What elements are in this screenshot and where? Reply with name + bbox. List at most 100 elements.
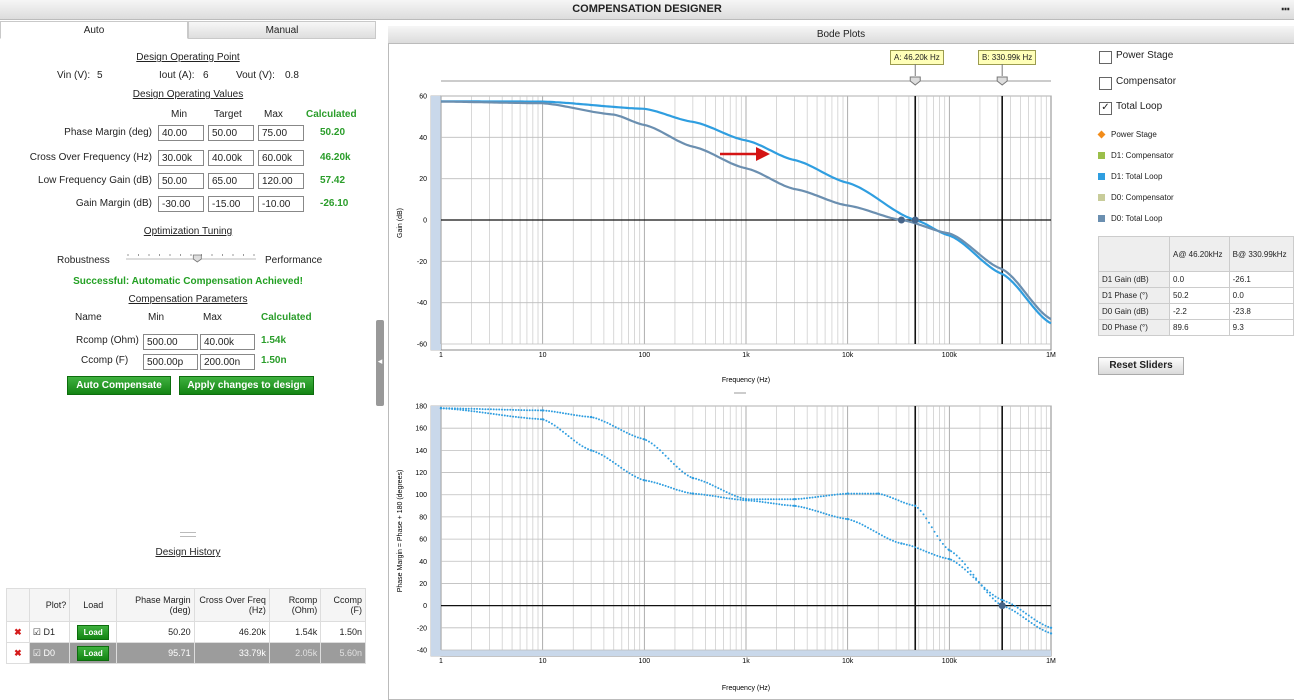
tab-manual[interactable]: Manual: [188, 21, 376, 39]
series-point: [576, 442, 578, 444]
compensator-checkbox[interactable]: [1099, 77, 1112, 90]
y-tick-label: 120: [415, 470, 427, 477]
ccomp-max-input[interactable]: 200.00n: [200, 354, 255, 370]
series-point: [570, 437, 572, 439]
series-point: [986, 589, 988, 591]
marker-handles[interactable]: [910, 64, 1007, 85]
history-col-rcomp: Rcomp (Ohm): [269, 589, 320, 622]
apply-changes-button[interactable]: Apply changes to design: [179, 376, 314, 395]
y-tick-label: -40: [417, 648, 427, 655]
marker-handle[interactable]: [910, 77, 920, 85]
series-point: [762, 501, 764, 503]
history-resize-handle[interactable]: [180, 532, 196, 537]
pm-max-input[interactable]: 75.00: [258, 125, 304, 141]
series-point: [532, 409, 534, 411]
series-point: [1017, 607, 1019, 609]
series-point: [618, 428, 620, 430]
data-point: [793, 498, 795, 500]
load-button[interactable]: Load: [77, 646, 109, 661]
legend-d1-total-loop: D1: Total Loop: [1098, 172, 1162, 181]
gain-y-scrollbar[interactable]: [431, 96, 441, 350]
marker-b-value: -26.1: [1229, 272, 1293, 288]
series-point: [1014, 611, 1016, 613]
lfg-max-input[interactable]: 120.00: [258, 173, 304, 189]
series-point: [573, 414, 575, 416]
gm-max-input[interactable]: -10.00: [258, 196, 304, 212]
series-point: [873, 530, 875, 532]
series-point: [476, 411, 478, 413]
data-point: [643, 438, 645, 440]
reset-sliders-button[interactable]: Reset Sliders: [1098, 357, 1184, 375]
series-point: [540, 418, 542, 420]
series-point: [448, 408, 450, 410]
series-point: [701, 493, 703, 495]
series-point: [554, 411, 556, 413]
series-point: [931, 526, 933, 528]
series-point: [454, 408, 456, 410]
phase-x-scrollbar[interactable]: [431, 650, 1051, 656]
series-point: [953, 560, 955, 562]
window-icon[interactable]: ⵈ: [1281, 0, 1290, 19]
ccomp-min-input[interactable]: 500.00p: [143, 354, 198, 370]
series-point: [598, 453, 600, 455]
ccomp-calculated: 1.50n: [261, 355, 287, 366]
series-point: [873, 493, 875, 495]
fc-min-input[interactable]: 30.00k: [158, 150, 204, 166]
gm-min-input[interactable]: -30.00: [158, 196, 204, 212]
series-point: [956, 555, 958, 557]
series-point: [992, 597, 994, 599]
history-col-pm: Phase Margin (deg): [117, 589, 194, 622]
marker-handle[interactable]: [997, 77, 1007, 85]
lfg-min-input[interactable]: 50.00: [158, 173, 204, 189]
pm-min-input[interactable]: 40.00: [158, 125, 204, 141]
series-point: [695, 478, 697, 480]
series-point: [1020, 614, 1022, 616]
legend-power-stage: Power Stage: [1098, 130, 1157, 139]
series-point: [723, 490, 725, 492]
pm-target-input[interactable]: 50.00: [208, 125, 254, 141]
series-point: [451, 408, 453, 410]
series-point: [507, 409, 509, 411]
plot-checkbox-icon[interactable]: ☑: [33, 627, 41, 637]
left-panel: Auto Manual Design Operating Point Vin (…: [0, 21, 376, 698]
fc-target-input[interactable]: 40.00k: [208, 150, 254, 166]
series-point: [631, 434, 633, 436]
fc-max-input[interactable]: 60.00k: [258, 150, 304, 166]
series-point: [695, 493, 697, 495]
operating-point-heading: Design Operating Point: [0, 52, 376, 63]
slider-thumb[interactable]: [193, 255, 201, 262]
series-point: [548, 410, 550, 412]
series-point: [712, 495, 714, 497]
series-point: [581, 415, 583, 417]
series-point: [482, 408, 484, 410]
table-row[interactable]: ✖ ☑ D1 Load 50.20 46.20k 1.54k 1.50n: [7, 622, 366, 643]
series-point: [518, 409, 520, 411]
delete-icon[interactable]: ✖: [14, 648, 22, 658]
collapse-arrow-icon[interactable]: ◂: [376, 356, 384, 368]
gm-target-input[interactable]: -15.00: [208, 196, 254, 212]
square-icon: [1098, 173, 1105, 180]
load-button[interactable]: Load: [77, 625, 109, 640]
series-point: [559, 429, 561, 431]
y-tick-label: 180: [415, 404, 427, 411]
pm-label: Phase Margin (deg): [0, 127, 152, 138]
tuning-slider[interactable]: [126, 247, 256, 267]
tab-auto[interactable]: Auto: [0, 21, 188, 39]
table-row[interactable]: ✖ ☑ D0 Load 95.71 33.79k 2.05k 5.60n: [7, 643, 366, 664]
series-point: [814, 510, 816, 512]
series-point: [881, 534, 883, 536]
rcomp-max-input[interactable]: 40.00k: [200, 334, 255, 350]
rcomp-min-input[interactable]: 500.00: [143, 334, 198, 350]
plot-resize-handle[interactable]: [734, 392, 746, 394]
power-stage-checkbox[interactable]: [1099, 51, 1112, 64]
col-max: Max: [264, 109, 283, 120]
plot-checkbox-icon[interactable]: ☑: [33, 648, 41, 658]
lfg-target-input[interactable]: 65.00: [208, 173, 254, 189]
series-point: [537, 418, 539, 420]
auto-compensate-button[interactable]: Auto Compensate: [67, 376, 171, 395]
delete-icon[interactable]: ✖: [14, 627, 22, 637]
phase-y-scrollbar[interactable]: [431, 406, 441, 656]
total-loop-checkbox[interactable]: ✓: [1099, 102, 1112, 115]
data-point: [745, 499, 747, 501]
series-point: [557, 427, 559, 429]
